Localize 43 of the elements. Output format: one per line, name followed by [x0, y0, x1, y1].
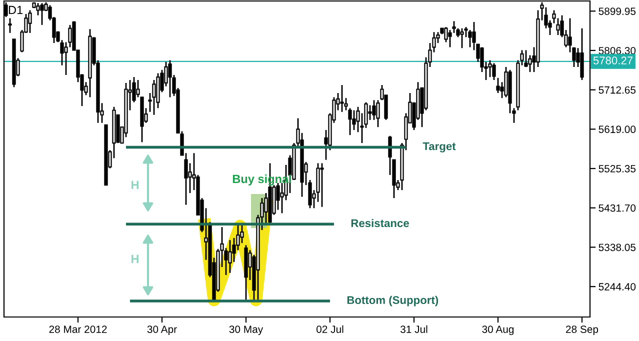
annotation: H [132, 180, 138, 190]
candlestick [556, 18, 560, 36]
candlestick [580, 28, 584, 81]
candlestick [524, 49, 528, 68]
y-tick-label: 5431.70 [598, 204, 636, 212]
x-tick-label: 30 Apr [147, 326, 177, 336]
candlestick [152, 79, 156, 116]
candlestick [376, 99, 380, 128]
candlestick [488, 60, 492, 78]
candlestick [340, 84, 344, 113]
candlestick [352, 110, 356, 131]
candlestick [492, 62, 496, 81]
candlestick [452, 20, 456, 34]
x-tick-label: 30 Aug [482, 326, 514, 336]
x-tick-label: 28 Sep [566, 326, 598, 336]
x-tick-label: 02 Jul [316, 325, 344, 333]
x-tick-label: 31 Jul [400, 325, 428, 333]
chart-title: D1 [8, 6, 23, 14]
candlestick [468, 29, 472, 48]
candlestick [460, 28, 464, 49]
x-tick-label: 28 Mar 2012 [49, 326, 107, 333]
y-tick-label: 5619.00 [598, 126, 636, 134]
ref-line-label: 5780.27 [593, 56, 633, 64]
x-tick-label: 30 May [229, 326, 264, 336]
candlestick [496, 77, 500, 94]
y-tick-label: 5806.30 [598, 46, 636, 54]
annotation: H [132, 254, 138, 264]
candlestick [228, 239, 232, 274]
y-tick-label: 5525.35 [598, 165, 636, 172]
y-tick-label: 5338.05 [598, 244, 636, 252]
series-label: Target [422, 142, 456, 152]
candlestick [372, 99, 376, 121]
y-tick-label: 5712.65 [598, 86, 636, 94]
series-label: Bottom (Support) [347, 296, 438, 306]
series-label: Resistance [351, 218, 409, 228]
candlestick [168, 60, 172, 98]
candlestick [444, 26, 448, 43]
candlestick [368, 104, 372, 121]
candlestick [320, 162, 324, 208]
candlestick [8, 18, 12, 34]
y-tick-label: 5899.95 [598, 8, 636, 15]
y-tick-label: 5244.40 [598, 283, 636, 290]
candlestick [28, 10, 32, 34]
